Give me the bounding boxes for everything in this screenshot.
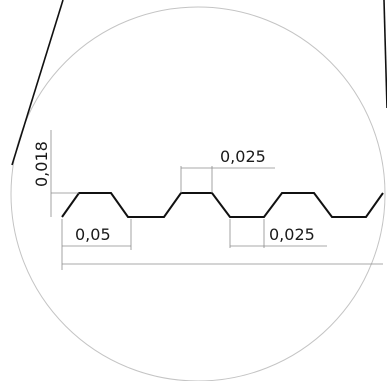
crest-width-dimension-label: 0,025 bbox=[220, 147, 266, 166]
detail-circle bbox=[10, 6, 386, 381]
height-dimension-label: 0,018 bbox=[32, 141, 51, 187]
pitch-dimension: 0,05 bbox=[61, 219, 383, 270]
detail-leader-left bbox=[11, 0, 64, 166]
crest-width-dimension: 0,025 bbox=[180, 147, 275, 193]
valley-width-dimension: 0,025 bbox=[229, 219, 327, 248]
height-dimension: 0,018 bbox=[32, 130, 79, 217]
corrugated-profile bbox=[61, 192, 384, 218]
pitch-dimension-label: 0,05 bbox=[75, 225, 111, 244]
valley-width-dimension-label: 0,025 bbox=[269, 225, 315, 244]
